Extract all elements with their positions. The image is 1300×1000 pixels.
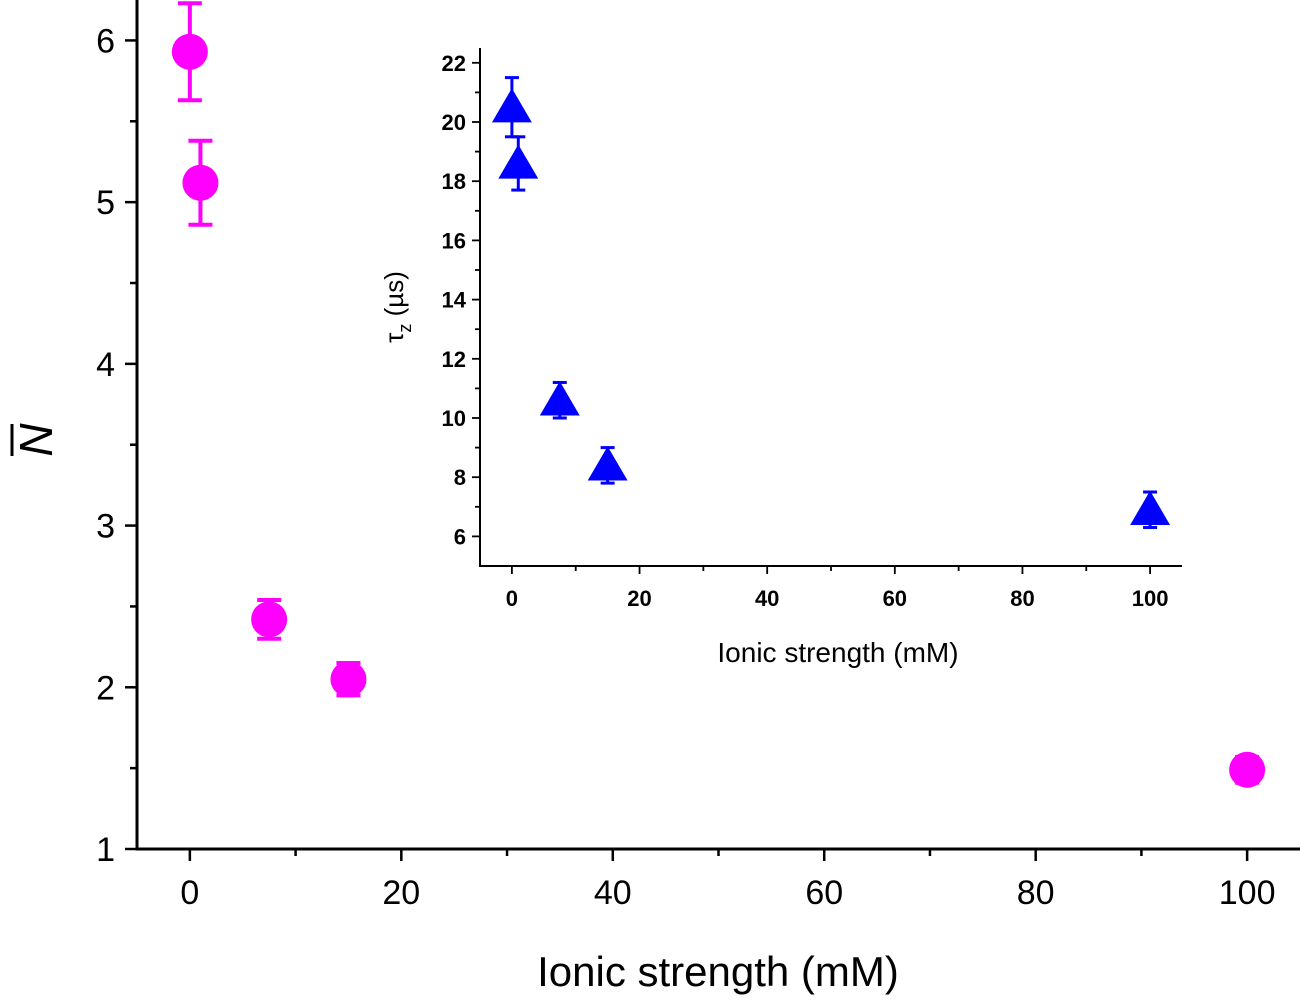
- inset-x-tick-label: 0: [506, 586, 518, 611]
- inset-y-tick-label: 18: [442, 169, 466, 194]
- main-y-tick-label: 5: [96, 184, 115, 222]
- main-x-tick-label: 80: [1017, 874, 1055, 912]
- inset-x-tick-label: 80: [1010, 586, 1034, 611]
- main-y-tick-label: 4: [96, 346, 115, 384]
- inset-y-axis-label: τz (µs): [379, 271, 415, 343]
- main-y-tick-label: 2: [96, 669, 115, 707]
- main-y-tick-label: 3: [96, 508, 115, 546]
- main-x-tick-label: 0: [180, 874, 199, 912]
- main-y-tick-label: 1: [96, 831, 115, 869]
- inset-plot: 0 20 40 60 80 100 6 8 10 12 14 16 18 20 22 Ionic stren…: [379, 48, 1182, 668]
- inset-y-tick-label: 22: [442, 51, 466, 76]
- main-y-tick-label: 6: [96, 22, 115, 60]
- inset-x-tick-label: 20: [627, 586, 651, 611]
- inset-y-tick-label: 6: [454, 524, 466, 549]
- main-x-tick-label: 60: [805, 874, 843, 912]
- inset-y-tick-label: 12: [442, 347, 466, 372]
- inset-data-point: [1130, 490, 1171, 525]
- main-y-axis-label-group: N: [10, 423, 62, 457]
- inset-data-point: [539, 381, 580, 416]
- inset-x-axis-label: Ionic strength (mM): [717, 637, 958, 668]
- inset-data-point: [498, 144, 539, 179]
- inset-y-axis-label-unit: (µs): [379, 271, 409, 324]
- inset-y-tick-label: 8: [454, 465, 466, 490]
- main-data-point: [182, 164, 219, 201]
- main-data-point: [171, 33, 208, 70]
- inset-x-tick-label: 60: [883, 586, 907, 611]
- main-x-tick-label: 20: [382, 874, 420, 912]
- main-data-point: [1229, 751, 1266, 788]
- inset-y-axis-label-sub: z: [395, 324, 415, 333]
- inset-data-point: [491, 88, 532, 123]
- inset-y-tick-label: 20: [442, 110, 466, 135]
- inset-x-tick-label: 40: [755, 586, 779, 611]
- inset-x-tick-label: 100: [1132, 586, 1169, 611]
- inset-data-point: [587, 446, 628, 481]
- main-data-point: [251, 601, 288, 638]
- main-data-point: [330, 661, 367, 698]
- main-x-tick-label: 100: [1219, 874, 1276, 912]
- inset-y-tick-label: 16: [442, 228, 466, 253]
- main-x-tick-label: 40: [594, 874, 632, 912]
- main-y-axis-label: N: [10, 423, 62, 457]
- main-x-axis-label: Ionic strength (mM): [537, 948, 899, 995]
- inset-y-axis-label-group: τz (µs): [379, 271, 415, 343]
- inset-y-tick-label: 10: [442, 406, 466, 431]
- inset-y-tick-label: 14: [442, 288, 467, 313]
- inset-y-axis-label-tau: τ: [379, 332, 409, 343]
